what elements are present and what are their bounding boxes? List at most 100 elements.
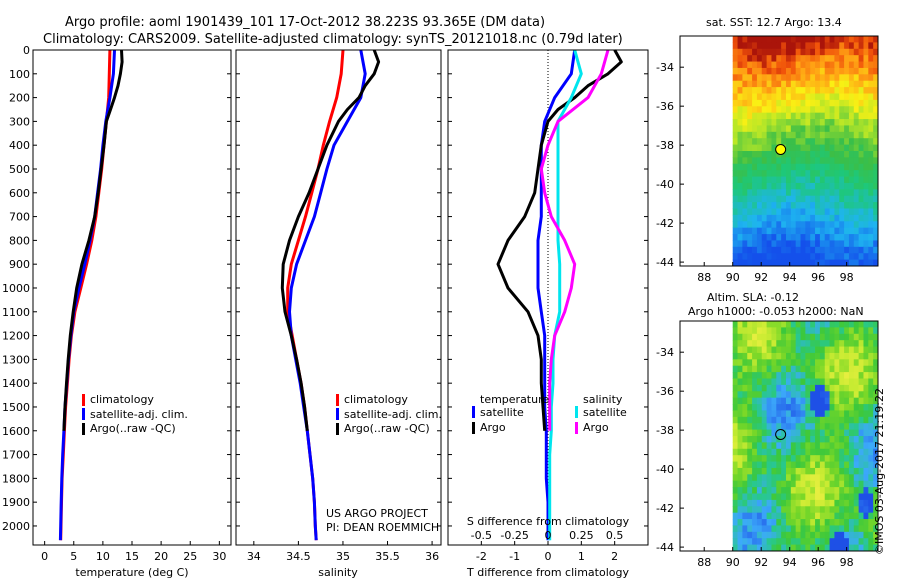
- map-cell: [752, 67, 758, 75]
- map-cell: [844, 36, 850, 43]
- map-cell: [824, 36, 830, 43]
- map-cell: [795, 474, 801, 482]
- map-cell: [785, 519, 792, 526]
- map-cell: [819, 474, 826, 482]
- map-cell: [839, 346, 845, 354]
- map-cell: [805, 493, 811, 501]
- x-tick-label: 30: [212, 550, 226, 563]
- map-cell: [795, 487, 801, 494]
- sst-map-title: sat. SST: 12.7 Argo: 13.4: [706, 16, 842, 29]
- map-cell: [873, 397, 879, 405]
- map-cell: [800, 214, 806, 222]
- map-cell: [844, 487, 850, 494]
- map-cell: [844, 506, 850, 514]
- map-cell: [795, 506, 801, 514]
- map-cell: [844, 163, 850, 171]
- map-cell: [795, 531, 801, 539]
- map-cell: [785, 467, 792, 475]
- map-cell: [790, 333, 797, 341]
- map-cell: [790, 519, 797, 526]
- map-cell: [756, 87, 763, 94]
- map-cell: [737, 246, 743, 254]
- map-cell: [853, 214, 860, 222]
- map-cell: [824, 474, 830, 482]
- map-cell: [766, 493, 772, 501]
- map-cell: [873, 240, 879, 248]
- map-cell: [800, 182, 806, 190]
- map-cell: [800, 176, 806, 184]
- map-cell: [858, 519, 864, 526]
- map-cell: [737, 74, 743, 82]
- map-cell: [742, 333, 748, 341]
- map-cell: [771, 170, 777, 177]
- map-cell: [853, 61, 860, 69]
- map-cell: [742, 378, 748, 386]
- map-cell: [815, 384, 821, 392]
- map-cell: [800, 531, 806, 539]
- map-cell: [766, 410, 772, 418]
- map-cell: [805, 461, 811, 469]
- map-cell: [790, 138, 797, 146]
- map-cell: [790, 55, 797, 62]
- map-cell: [839, 106, 845, 114]
- map-cell: [848, 214, 855, 222]
- map-cell: [737, 80, 743, 88]
- map-cell: [732, 36, 738, 43]
- map-cell: [810, 170, 816, 177]
- map-cell: [863, 359, 869, 367]
- map-cell: [737, 119, 743, 126]
- map-cell: [853, 487, 860, 494]
- map-cell: [800, 436, 806, 443]
- map-cell: [785, 119, 792, 126]
- map-cell: [805, 531, 811, 539]
- map-cell: [761, 74, 767, 82]
- map-cell: [747, 442, 753, 450]
- map-cell: [815, 176, 821, 184]
- map-cell: [800, 384, 806, 392]
- map-cell: [800, 87, 806, 94]
- map-cell: [756, 525, 763, 533]
- map-cell: [839, 182, 845, 190]
- map-cell: [873, 202, 879, 209]
- map-cell: [848, 352, 855, 360]
- map-cell: [781, 234, 787, 241]
- map-cell: [771, 519, 777, 526]
- map-cell: [810, 125, 816, 133]
- lon-tick-label: 90: [726, 271, 740, 284]
- map-cell: [781, 195, 787, 203]
- map-cell: [824, 499, 830, 507]
- map-cell: [848, 253, 855, 261]
- map-cell: [795, 391, 801, 399]
- map-cell: [829, 512, 835, 520]
- map-cell: [761, 448, 767, 456]
- map-cell: [747, 259, 753, 267]
- map-cell: [790, 346, 797, 354]
- map-cell: [868, 436, 874, 443]
- map-cell: [873, 372, 879, 379]
- map-cell: [829, 214, 835, 222]
- map-cell: [839, 48, 845, 56]
- map-cell: [776, 163, 782, 171]
- map-cell: [839, 327, 845, 335]
- map-cell: [863, 455, 869, 462]
- series-line-argo: [280, 49, 381, 431]
- map-cell: [752, 487, 758, 494]
- map-cell: [800, 202, 806, 209]
- map-cell: [848, 346, 855, 354]
- map-cell: [737, 182, 743, 190]
- map-cell: [853, 195, 860, 203]
- map-cell: [810, 36, 816, 43]
- map-cell: [858, 131, 864, 139]
- map-cell: [785, 352, 792, 360]
- map-cell: [771, 138, 777, 146]
- map-cell: [800, 538, 806, 546]
- map-cell: [737, 138, 743, 146]
- map-cell: [771, 87, 777, 94]
- map-cell: [858, 455, 864, 462]
- map-cell: [810, 365, 816, 373]
- map-cell: [795, 221, 801, 229]
- map-cell: [863, 227, 869, 235]
- map-cell: [829, 442, 835, 450]
- map-cell: [795, 131, 801, 139]
- map-cell: [737, 55, 743, 62]
